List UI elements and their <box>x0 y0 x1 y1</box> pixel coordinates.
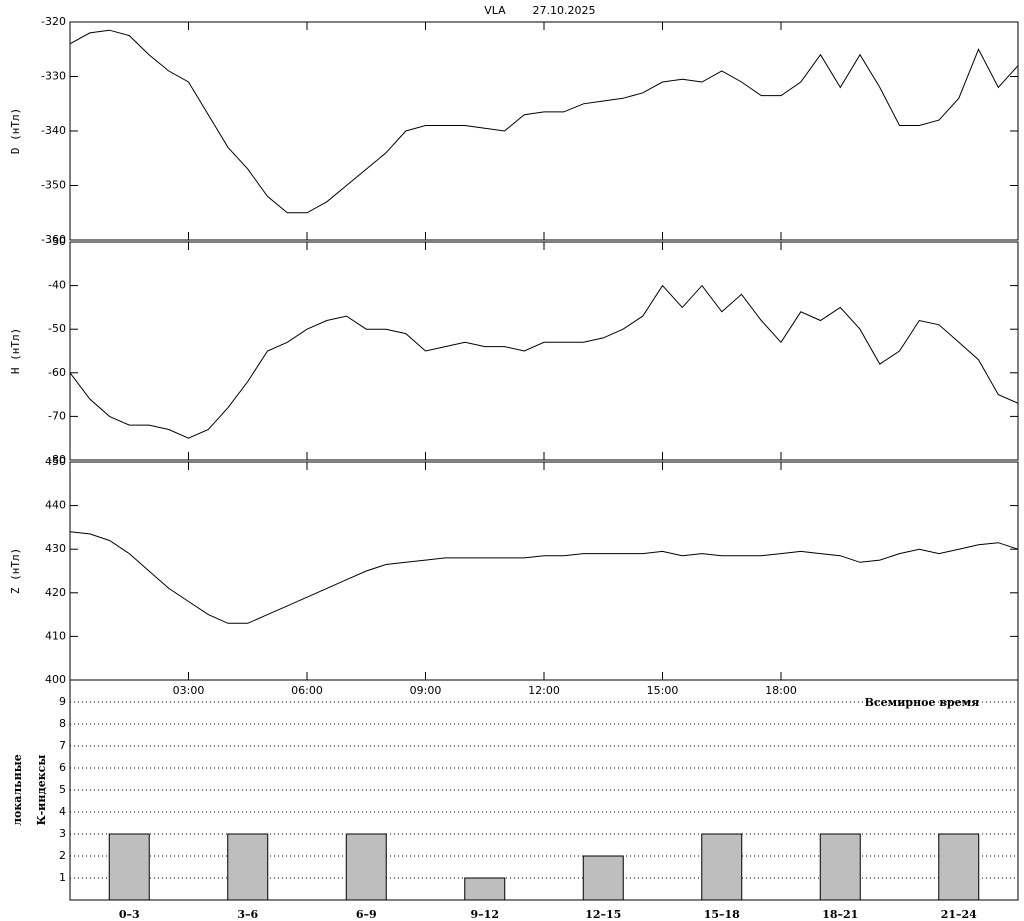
panel-frame <box>69 241 1019 461</box>
x-tick-label: 06:00 <box>291 684 323 697</box>
y-tick-label: -340 <box>41 124 66 137</box>
y-tick-label: 4 <box>59 805 66 818</box>
bar <box>938 833 980 901</box>
bar <box>345 833 387 901</box>
x-tick-label: 3–6 <box>237 908 258 921</box>
panel-frame <box>69 21 1019 241</box>
y-axis-label: К-индексы <box>35 755 48 826</box>
x-tick-label: 12:00 <box>528 684 560 697</box>
y-tick-label: 440 <box>45 499 66 512</box>
y-axis-label: локальные <box>11 754 24 825</box>
y-tick-label: 3 <box>59 827 66 840</box>
y-tick-label: -80 <box>48 453 66 466</box>
y-tick-label: 410 <box>45 629 66 642</box>
x-tick-label: 9–12 <box>471 908 499 921</box>
data-line <box>69 29 1019 214</box>
y-tick-label: 450 <box>45 455 66 468</box>
y-tick-label: 5 <box>59 783 66 796</box>
y-tick-label: 1 <box>59 871 66 884</box>
y-tick-label: 7 <box>59 739 66 752</box>
y-tick-label: -30 <box>48 235 66 248</box>
x-tick-label: 03:00 <box>173 684 205 697</box>
y-tick-label: 8 <box>59 717 66 730</box>
y-tick-label: 2 <box>59 849 66 862</box>
x-tick-label: 18:00 <box>765 684 797 697</box>
bar <box>582 855 624 901</box>
date: 27.10.2025 <box>533 4 596 17</box>
bar <box>819 833 861 901</box>
station: VLA <box>484 4 506 17</box>
panel-frame <box>69 679 1019 901</box>
y-tick-label: -320 <box>41 15 66 28</box>
y-tick-label: 420 <box>45 586 66 599</box>
y-tick-label: 6 <box>59 761 66 774</box>
y-axis-label: D (нТл) <box>9 108 22 154</box>
x-tick-label: 15–18 <box>704 908 740 921</box>
panel-frame <box>69 461 1019 681</box>
y-tick-label: 9 <box>59 695 66 708</box>
y-tick-label: 430 <box>45 542 66 555</box>
y-axis-label: Z (нТл) <box>9 548 22 594</box>
x-tick-label: 12–15 <box>585 908 621 921</box>
bar <box>701 833 743 901</box>
x-tick-label: 6–9 <box>356 908 377 921</box>
y-tick-label: 400 <box>45 673 66 686</box>
bar <box>227 833 269 901</box>
y-tick-label: -60 <box>48 366 66 379</box>
y-tick-label: -50 <box>48 322 66 335</box>
title: VLA 27.10.2025 <box>484 4 595 17</box>
y-tick-label: -350 <box>41 179 66 192</box>
x-tick-label: 18–21 <box>822 908 858 921</box>
y-axis-label: H (нТл) <box>9 328 22 374</box>
x-tick-label: 15:00 <box>647 684 679 697</box>
y-tick-label: -360 <box>41 233 66 246</box>
bar <box>464 877 506 901</box>
y-tick-label: -330 <box>41 70 66 83</box>
x-tick-label: 21–24 <box>941 908 977 921</box>
y-tick-label: -70 <box>48 409 66 422</box>
data-line <box>69 531 1019 624</box>
x-tick-label: 09:00 <box>410 684 442 697</box>
bar <box>108 833 150 901</box>
y-tick-label: -40 <box>48 279 66 292</box>
x-tick-label: 0–3 <box>119 908 140 921</box>
data-line <box>69 284 1019 439</box>
